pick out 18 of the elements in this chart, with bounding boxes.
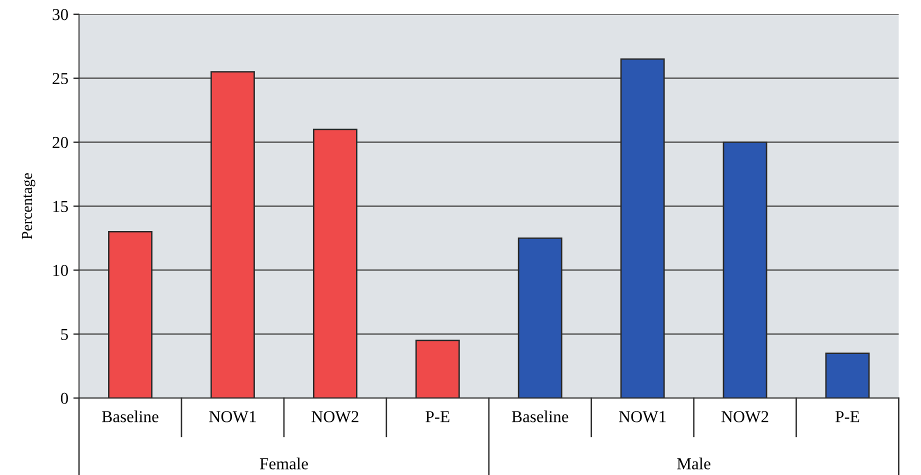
y-tick-label: 10 xyxy=(53,264,68,276)
x-tick-label: P-E xyxy=(835,411,860,422)
x-tick-label: NOW2 xyxy=(721,411,768,422)
x-tick-label: Baseline xyxy=(512,410,568,422)
x-tick-label: NOW2 xyxy=(312,411,358,422)
x-tick-label: P-E xyxy=(426,411,450,422)
text: Male xyxy=(677,458,710,470)
x-tick-label: NOW1 xyxy=(618,411,666,422)
y-tick-label: 25 xyxy=(52,72,68,84)
y-tick-label: 0 xyxy=(60,392,68,404)
text: Female xyxy=(260,458,308,470)
y-tick-label: 20 xyxy=(52,136,68,148)
y-tick-label: 5 xyxy=(61,328,68,340)
x-tick-label: Baseline xyxy=(102,410,158,422)
x-tick-label: NOW1 xyxy=(209,411,256,422)
y-tick-label: 15 xyxy=(53,200,68,212)
y-tick-label: 30 xyxy=(52,8,68,20)
y-axis-title: Percentage xyxy=(22,173,36,240)
